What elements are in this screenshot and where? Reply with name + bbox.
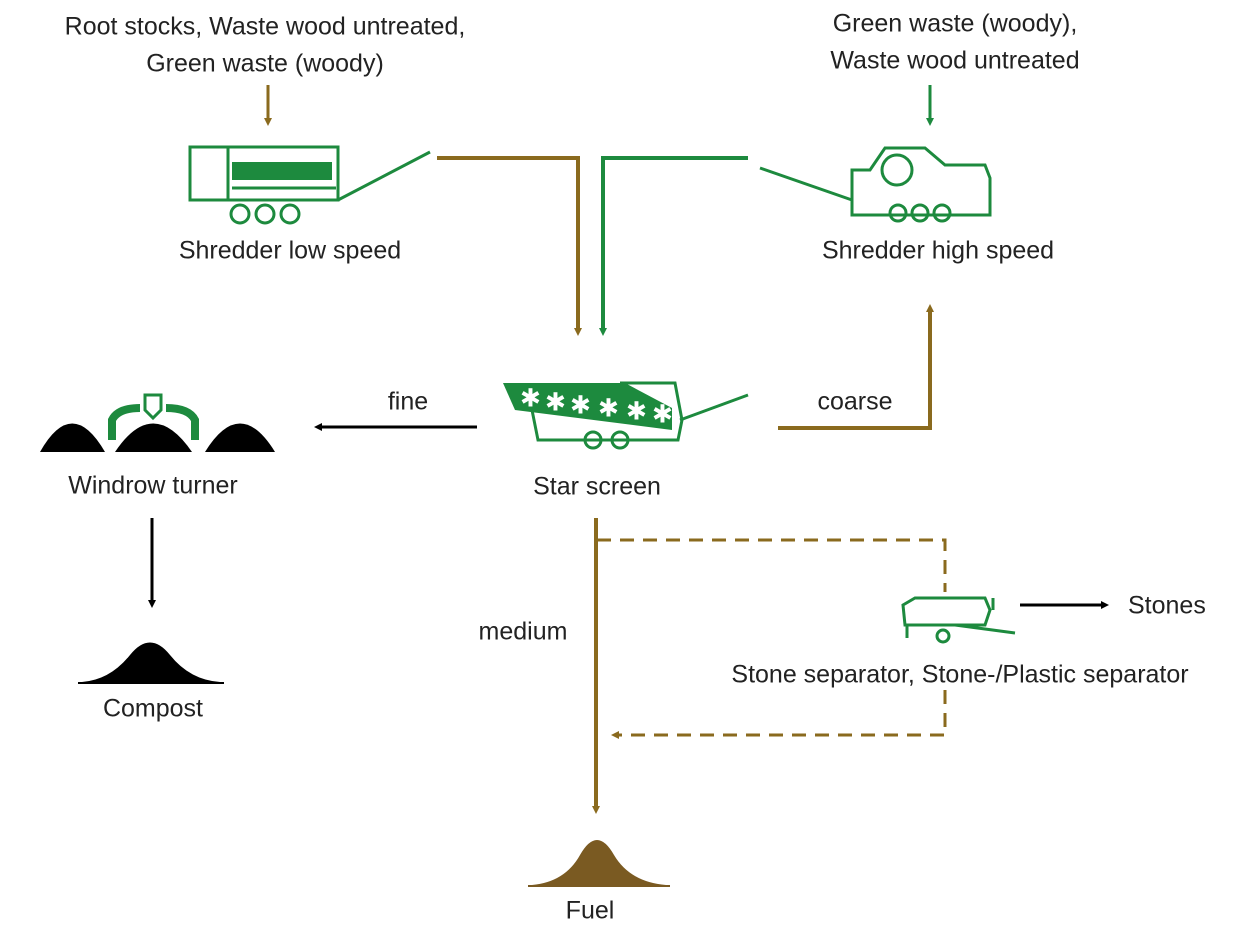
- dashed-flow: [597, 540, 945, 592]
- node-label: Windrow turner: [68, 472, 238, 500]
- flow-line: [603, 158, 748, 332]
- output-label: Stones: [1128, 592, 1206, 620]
- node-label: Fuel: [566, 897, 615, 925]
- flow-line: [437, 158, 578, 332]
- diagram: Root stocks, Waste wood untreated, Green…: [0, 0, 1248, 925]
- flow-label: medium: [479, 618, 568, 646]
- shredder-low-icon: [190, 147, 430, 223]
- svg-text:✱: ✱: [652, 401, 673, 429]
- svg-text:✱: ✱: [545, 389, 566, 417]
- svg-text:✱: ✱: [598, 395, 619, 423]
- flow-label: fine: [388, 388, 428, 416]
- shredder-high-icon: [760, 148, 990, 221]
- input-text: Green waste (woody): [146, 50, 384, 78]
- input-text: Waste wood untreated: [830, 47, 1079, 75]
- node-label: Shredder low speed: [179, 237, 401, 265]
- input-text: Root stocks, Waste wood untreated,: [65, 13, 466, 41]
- windrow-turner-icon: [40, 395, 275, 452]
- svg-text:✱: ✱: [520, 385, 541, 413]
- node-label: Compost: [103, 695, 203, 723]
- fuel-pile: [532, 840, 666, 885]
- dashed-flow: [615, 690, 945, 735]
- node-label: Shredder high speed: [822, 237, 1054, 265]
- compost-pile: [82, 643, 220, 683]
- node-label: Stone separator, Stone-/Plastic separato…: [731, 661, 1188, 689]
- stone-separator-icon: [903, 598, 1015, 642]
- svg-text:✱: ✱: [626, 398, 647, 426]
- node-label: Star screen: [533, 473, 661, 501]
- star-screen-icon: ✱✱✱✱✱✱: [503, 383, 748, 448]
- input-text: Green waste (woody),: [833, 10, 1078, 38]
- flow-label: coarse: [817, 388, 892, 416]
- svg-text:✱: ✱: [570, 392, 591, 420]
